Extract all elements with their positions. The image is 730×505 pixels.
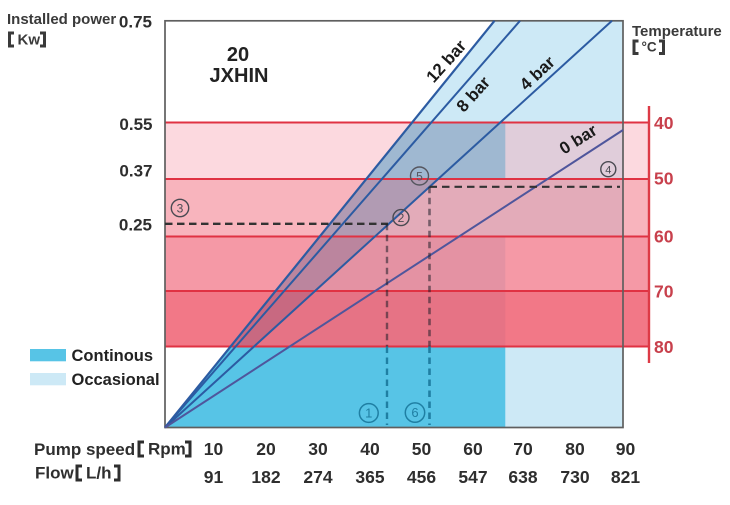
svg-text:70: 70 bbox=[513, 439, 533, 459]
svg-text:365: 365 bbox=[355, 467, 384, 487]
svg-text:5: 5 bbox=[416, 170, 423, 184]
svg-text:6: 6 bbox=[411, 405, 418, 420]
svg-text:0.37: 0.37 bbox=[119, 162, 152, 181]
svg-text:20: 20 bbox=[256, 439, 276, 459]
svg-text:50: 50 bbox=[654, 169, 674, 189]
svg-text:10: 10 bbox=[204, 439, 224, 459]
svg-text:50: 50 bbox=[412, 439, 432, 459]
svg-text:90: 90 bbox=[616, 439, 636, 459]
svg-text:Installed power: Installed power bbox=[7, 11, 116, 28]
svg-text:20: 20 bbox=[227, 44, 249, 66]
svg-text:Continous: Continous bbox=[72, 347, 154, 365]
svg-text:60: 60 bbox=[463, 439, 483, 459]
svg-text:Rpm: Rpm bbox=[148, 440, 186, 459]
svg-text:70: 70 bbox=[654, 282, 674, 302]
svg-text:Kw: Kw bbox=[18, 32, 41, 49]
svg-text:40: 40 bbox=[654, 113, 674, 133]
svg-text:274: 274 bbox=[303, 467, 332, 487]
svg-text:JXHIN: JXHIN bbox=[210, 65, 269, 87]
svg-text:80: 80 bbox=[565, 439, 585, 459]
svg-text:3: 3 bbox=[177, 202, 184, 216]
svg-text:Temperature: Temperature bbox=[632, 23, 722, 40]
svg-text:Flow: Flow bbox=[35, 464, 74, 483]
svg-text:730: 730 bbox=[560, 467, 589, 487]
svg-text:60: 60 bbox=[654, 227, 674, 247]
svg-text:Pump speed: Pump speed bbox=[34, 440, 135, 459]
svg-text:Occasional: Occasional bbox=[72, 371, 160, 389]
svg-text:182: 182 bbox=[251, 467, 280, 487]
svg-text:80: 80 bbox=[654, 337, 674, 357]
svg-text:40: 40 bbox=[360, 439, 380, 459]
svg-text:2: 2 bbox=[398, 211, 405, 225]
svg-text:1: 1 bbox=[365, 406, 372, 421]
svg-text:L/h: L/h bbox=[86, 464, 112, 483]
svg-text:0.25: 0.25 bbox=[119, 216, 152, 235]
svg-text:30: 30 bbox=[308, 439, 328, 459]
svg-text:91: 91 bbox=[204, 467, 224, 487]
svg-text:°C: °C bbox=[642, 40, 657, 55]
svg-text:0.75: 0.75 bbox=[119, 13, 152, 32]
svg-text:638: 638 bbox=[508, 467, 537, 487]
svg-text:547: 547 bbox=[458, 467, 487, 487]
svg-text:456: 456 bbox=[407, 467, 436, 487]
svg-text:821: 821 bbox=[611, 467, 640, 487]
svg-text:0.55: 0.55 bbox=[119, 115, 152, 134]
svg-text:4: 4 bbox=[605, 165, 611, 177]
